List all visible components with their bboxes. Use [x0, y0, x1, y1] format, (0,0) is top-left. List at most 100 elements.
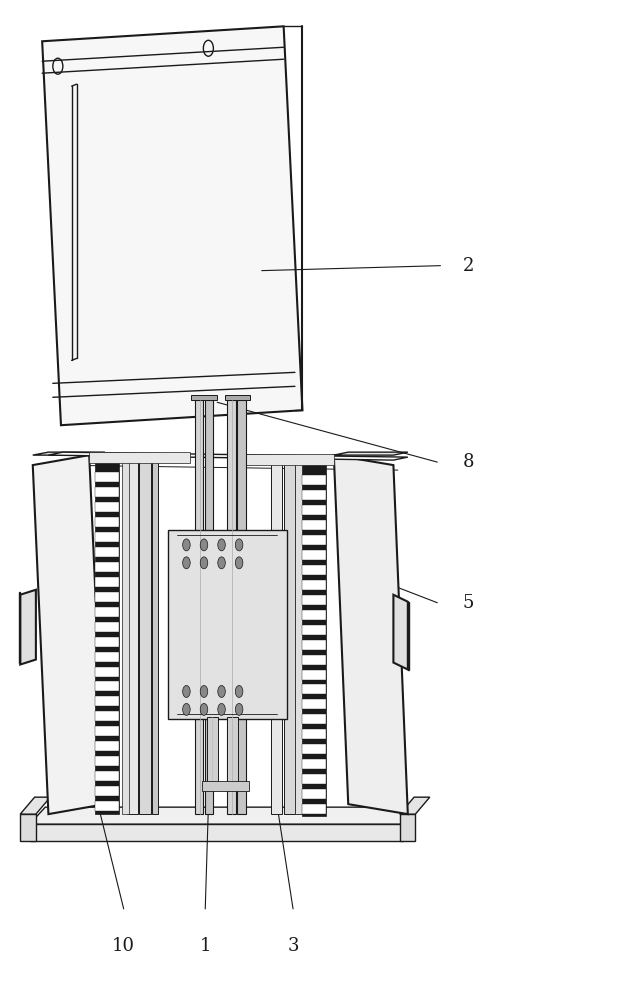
Polygon shape	[284, 458, 295, 814]
Polygon shape	[96, 472, 119, 482]
Circle shape	[200, 703, 208, 715]
Polygon shape	[302, 714, 326, 724]
Polygon shape	[96, 592, 119, 602]
Polygon shape	[271, 458, 282, 814]
Polygon shape	[302, 490, 326, 500]
Polygon shape	[302, 684, 326, 694]
Circle shape	[236, 703, 243, 715]
Polygon shape	[33, 452, 105, 455]
Polygon shape	[302, 789, 326, 799]
Polygon shape	[399, 814, 415, 841]
Polygon shape	[127, 458, 138, 814]
Polygon shape	[302, 655, 326, 665]
Polygon shape	[96, 607, 119, 617]
Polygon shape	[302, 774, 326, 784]
Polygon shape	[302, 759, 326, 769]
Polygon shape	[96, 622, 119, 632]
Circle shape	[218, 557, 226, 569]
Polygon shape	[96, 460, 119, 814]
Polygon shape	[302, 699, 326, 709]
Polygon shape	[96, 517, 119, 527]
Circle shape	[200, 557, 208, 569]
Text: 3: 3	[287, 937, 299, 955]
Polygon shape	[96, 726, 119, 736]
Polygon shape	[302, 729, 326, 739]
Circle shape	[236, 539, 243, 551]
Circle shape	[183, 703, 190, 715]
Text: 10: 10	[112, 937, 135, 955]
Polygon shape	[302, 535, 326, 545]
Polygon shape	[302, 520, 326, 530]
Text: 1: 1	[200, 937, 211, 955]
Circle shape	[183, 557, 190, 569]
Polygon shape	[238, 400, 246, 814]
Polygon shape	[139, 458, 151, 814]
Circle shape	[218, 539, 226, 551]
Polygon shape	[20, 590, 36, 665]
Polygon shape	[96, 756, 119, 766]
Polygon shape	[96, 711, 119, 721]
Polygon shape	[227, 400, 236, 814]
Polygon shape	[96, 652, 119, 662]
Circle shape	[218, 703, 226, 715]
Text: 2: 2	[462, 257, 474, 275]
Circle shape	[200, 685, 208, 697]
Polygon shape	[33, 455, 105, 814]
Polygon shape	[19, 592, 20, 663]
Polygon shape	[191, 395, 217, 400]
Circle shape	[218, 685, 226, 697]
Circle shape	[200, 539, 208, 551]
Polygon shape	[20, 797, 50, 814]
Polygon shape	[302, 640, 326, 650]
Circle shape	[183, 539, 190, 551]
Polygon shape	[96, 696, 119, 706]
Polygon shape	[96, 577, 119, 587]
Polygon shape	[30, 824, 403, 841]
Polygon shape	[96, 786, 119, 796]
Text: 8: 8	[462, 453, 474, 471]
Polygon shape	[96, 487, 119, 497]
Polygon shape	[168, 530, 287, 719]
Polygon shape	[302, 744, 326, 754]
Polygon shape	[49, 452, 408, 460]
Polygon shape	[207, 717, 218, 789]
Polygon shape	[302, 462, 326, 816]
Polygon shape	[302, 580, 326, 590]
Circle shape	[183, 685, 190, 697]
Polygon shape	[195, 400, 203, 814]
Polygon shape	[96, 741, 119, 751]
Polygon shape	[234, 454, 334, 465]
Polygon shape	[227, 717, 238, 789]
Polygon shape	[96, 667, 119, 677]
Polygon shape	[302, 595, 326, 605]
Text: 5: 5	[462, 594, 474, 612]
Polygon shape	[122, 458, 129, 814]
Polygon shape	[399, 797, 430, 814]
Circle shape	[236, 685, 243, 697]
Polygon shape	[393, 595, 408, 670]
Polygon shape	[302, 610, 326, 620]
Polygon shape	[205, 400, 214, 814]
Polygon shape	[20, 814, 36, 841]
Polygon shape	[96, 681, 119, 691]
Polygon shape	[96, 771, 119, 781]
Polygon shape	[225, 395, 249, 400]
Polygon shape	[334, 452, 408, 455]
Polygon shape	[30, 807, 418, 824]
Polygon shape	[408, 602, 409, 670]
Polygon shape	[296, 458, 302, 814]
Polygon shape	[302, 625, 326, 635]
Polygon shape	[96, 801, 119, 811]
Polygon shape	[202, 781, 248, 791]
Polygon shape	[96, 547, 119, 557]
Polygon shape	[302, 475, 326, 485]
Polygon shape	[302, 505, 326, 515]
Polygon shape	[295, 458, 302, 814]
Polygon shape	[302, 670, 326, 680]
Polygon shape	[152, 458, 158, 814]
Polygon shape	[302, 804, 326, 814]
Polygon shape	[96, 532, 119, 542]
Polygon shape	[96, 562, 119, 572]
Polygon shape	[42, 26, 302, 425]
Polygon shape	[334, 455, 408, 814]
